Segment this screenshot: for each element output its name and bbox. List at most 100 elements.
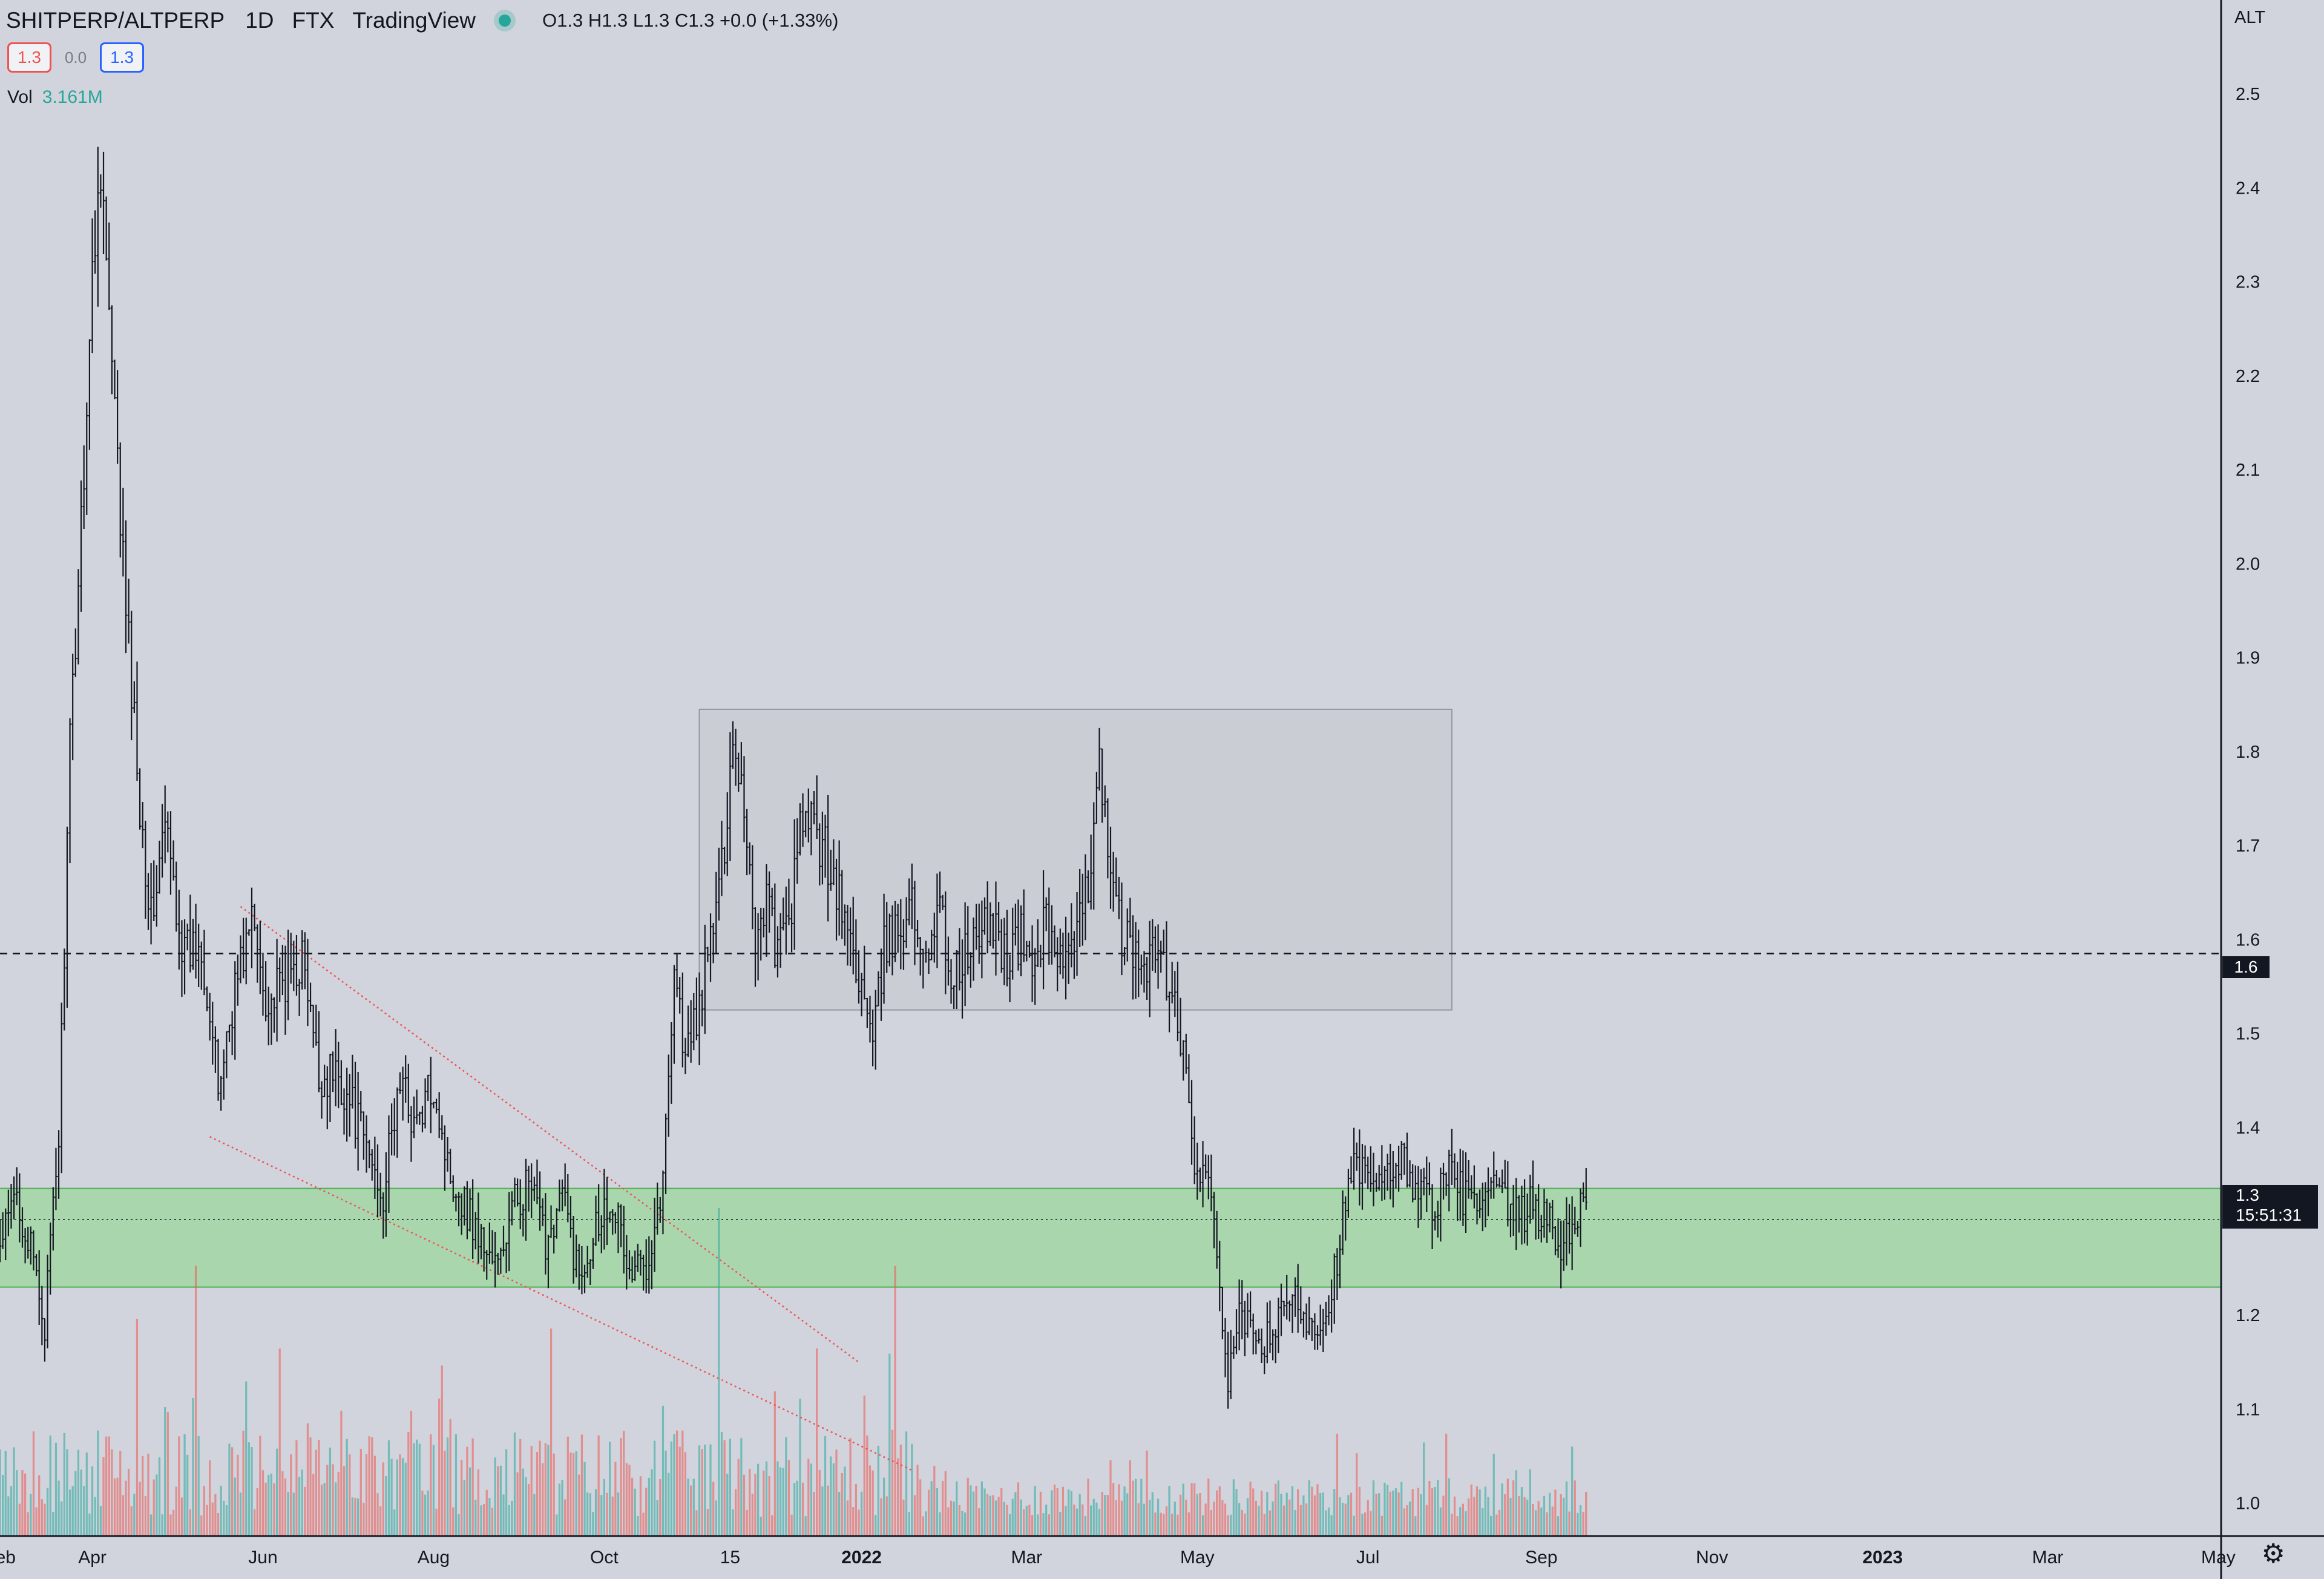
volume-bar — [544, 1443, 547, 1536]
volume-bar — [1073, 1505, 1075, 1536]
ohlc-bar — [1495, 1170, 1498, 1188]
ohlc-bar — [865, 997, 868, 1028]
settings-gear-icon[interactable]: ⚙ — [2261, 1539, 2285, 1569]
volume-bar — [964, 1512, 967, 1536]
ohlc-bar — [88, 339, 91, 450]
volume-bar — [776, 1461, 779, 1536]
volume-bar — [359, 1448, 362, 1536]
volume-bar — [942, 1480, 944, 1536]
ohlc-bar — [1229, 1330, 1232, 1399]
ohlc-bar — [29, 1226, 32, 1265]
ohlc-bar — [1369, 1146, 1372, 1192]
ohlc-bar — [1341, 1190, 1344, 1255]
ohlc-bar — [950, 959, 953, 1004]
volume-bar — [1492, 1454, 1495, 1536]
ohlc-bar — [653, 1198, 656, 1272]
volume-bar — [899, 1444, 902, 1536]
volume-bar — [1173, 1502, 1176, 1536]
ohlc-bar — [882, 893, 885, 1004]
ohlc-bar — [1173, 971, 1177, 1017]
ohlc-bar — [843, 904, 846, 946]
volume-bar — [570, 1452, 572, 1536]
ohlc-bar — [1344, 1196, 1347, 1241]
volume-bar — [491, 1508, 494, 1536]
ohlc-bar — [410, 1106, 413, 1162]
volume-bar — [474, 1499, 477, 1536]
ohlc-bar — [99, 174, 102, 208]
timeframe-label[interactable]: 1D — [245, 8, 274, 33]
volume-bar — [301, 1469, 303, 1536]
volume-bar — [723, 1440, 726, 1536]
volume-bar — [52, 1512, 54, 1536]
volume-bar — [499, 1465, 502, 1536]
symbol-title[interactable]: SHITPERP/ALTPERP — [6, 8, 225, 33]
volume-bar — [1453, 1496, 1456, 1536]
volume-bar — [1221, 1500, 1224, 1536]
volume-bar — [980, 1481, 983, 1536]
ohlc-values: O1.3 H1.3 L1.3 C1.3 +0.0 (+1.33%) — [542, 10, 839, 31]
volume-bar — [550, 1328, 553, 1536]
ohlc-bar — [684, 1037, 687, 1074]
volume-bar — [651, 1469, 653, 1536]
volume-bar — [480, 1505, 482, 1536]
volume-bar — [1557, 1516, 1560, 1536]
market-status-dot[interactable] — [499, 15, 511, 27]
ohlc-bar — [594, 1195, 597, 1246]
volume-bar — [1568, 1511, 1571, 1536]
ohlc-bar — [835, 858, 838, 941]
volume-bar — [511, 1500, 513, 1536]
ohlc-bar — [175, 861, 178, 932]
volume-bar — [1023, 1509, 1025, 1536]
volume-bar — [149, 1514, 153, 1536]
volume-bar — [1115, 1500, 1117, 1536]
volume-bar — [466, 1446, 468, 1536]
volume-bar — [1495, 1514, 1498, 1536]
time-axis[interactable]: eb Apr Jun Aug Oct 15 2022 Mar May Jul Sep Nov 2023 M… — [0, 1548, 2236, 1568]
horizontal-line[interactable] — [0, 953, 2221, 1220]
ohlc-bar — [625, 1235, 628, 1290]
volume-bar — [1523, 1497, 1526, 1536]
trendlines[interactable] — [209, 905, 913, 1471]
ohlc-bar — [1445, 1172, 1448, 1196]
volume-bar — [1246, 1498, 1249, 1536]
volume-bar — [958, 1505, 961, 1536]
volume-label: Vol — [7, 87, 33, 107]
ohlc-bar — [1551, 1200, 1554, 1239]
volume-bar — [1011, 1499, 1014, 1536]
volume-bar — [1101, 1491, 1103, 1536]
volume-bar — [133, 1494, 136, 1536]
ohlc-bar — [1448, 1149, 1451, 1212]
ohlc-bar — [1417, 1166, 1420, 1228]
ohlc-bar — [899, 899, 902, 970]
ohlc-bar — [583, 1264, 586, 1293]
price-axis-tick: 1.2 — [2236, 1306, 2260, 1325]
volume-bar — [614, 1462, 617, 1536]
ohlc-bar — [765, 864, 768, 957]
ohlc-bar — [1207, 1155, 1210, 1200]
sell-button[interactable]: 1.3 — [7, 42, 51, 73]
time-axis-label: Aug — [418, 1548, 450, 1568]
ohlc-bar — [1235, 1309, 1238, 1354]
volume-bar — [1118, 1484, 1120, 1536]
buy-button[interactable]: 1.3 — [100, 42, 145, 73]
volume-bar — [287, 1492, 289, 1536]
volume-bar — [261, 1470, 264, 1536]
volume-bar — [1529, 1469, 1531, 1536]
volume-bar — [950, 1500, 953, 1536]
ohlc-bar — [1338, 1235, 1342, 1288]
volume-bar — [248, 1442, 250, 1536]
ohlc-bar — [770, 887, 773, 916]
ohlc-bar — [1391, 1151, 1394, 1208]
volume-bar — [1394, 1488, 1397, 1536]
volume-bar — [1201, 1515, 1204, 1536]
ohlc-bar — [591, 1238, 594, 1269]
ohlc-bar — [1422, 1167, 1425, 1196]
ohlc-bar — [1218, 1241, 1221, 1311]
ohlc-bar — [337, 1042, 340, 1109]
ohlc-bar — [340, 1060, 343, 1106]
volume-bar — [385, 1476, 387, 1536]
ohlc-bar — [85, 402, 88, 516]
volume-bar — [295, 1440, 298, 1536]
volume-bar — [536, 1451, 539, 1536]
